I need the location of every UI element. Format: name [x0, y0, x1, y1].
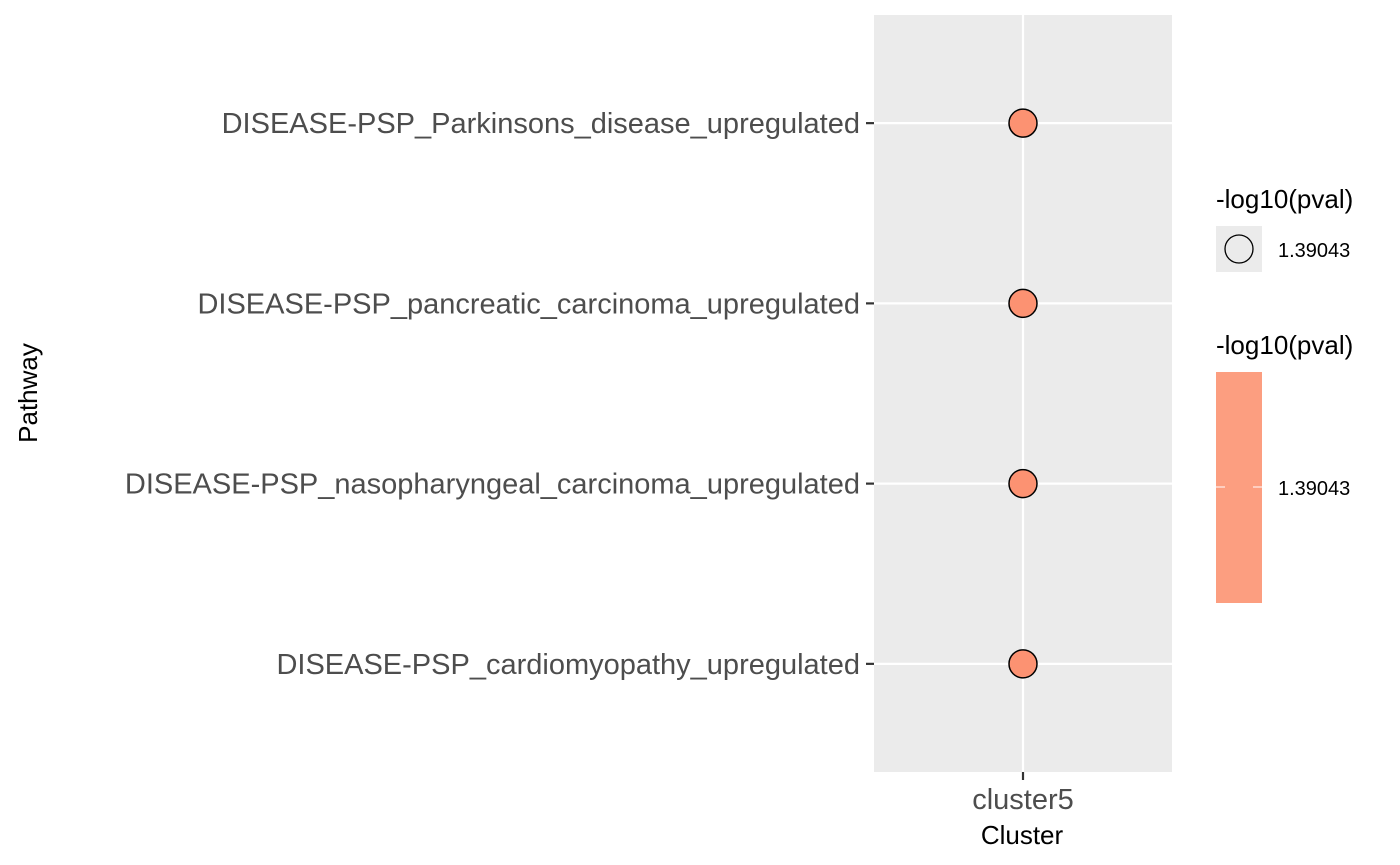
x-tick-label: cluster5 — [972, 784, 1074, 816]
y-tick-label: DISEASE-PSP_pancreatic_carcinoma_upregul… — [197, 288, 860, 320]
color-legend-title: -log10(pval) — [1216, 330, 1353, 360]
x-axis: cluster5 — [972, 772, 1074, 816]
size-legend-label: 1.39043 — [1278, 240, 1350, 262]
data-point — [1008, 288, 1038, 319]
color-legend-label: 1.39043 — [1278, 478, 1350, 500]
y-tick-label: DISEASE-PSP_nasopharyngeal_carcinoma_upr… — [125, 469, 860, 501]
y-axis-title: Pathway — [13, 343, 43, 443]
y-axis: DISEASE-PSP_cardiomyopathy_upregulated DI… — [125, 108, 874, 681]
color-legend: -log10(pval) 1.39043 — [1216, 330, 1353, 603]
size-legend-key-circle — [1224, 234, 1254, 264]
y-tick-label: DISEASE-PSP_cardiomyopathy_upregulated — [276, 649, 860, 681]
size-legend-title: -log10(pval) — [1216, 184, 1353, 214]
data-points — [1008, 108, 1038, 679]
size-legend: -log10(pval) 1.39043 — [1216, 184, 1353, 272]
size-legend-key-background — [1216, 226, 1262, 272]
data-point — [1008, 649, 1038, 679]
data-point — [1008, 108, 1038, 138]
y-tick-label: DISEASE-PSP_Parkinsons_disease_upregulat… — [222, 108, 860, 140]
data-point — [1008, 468, 1038, 499]
x-axis-title: Cluster — [981, 820, 1064, 850]
